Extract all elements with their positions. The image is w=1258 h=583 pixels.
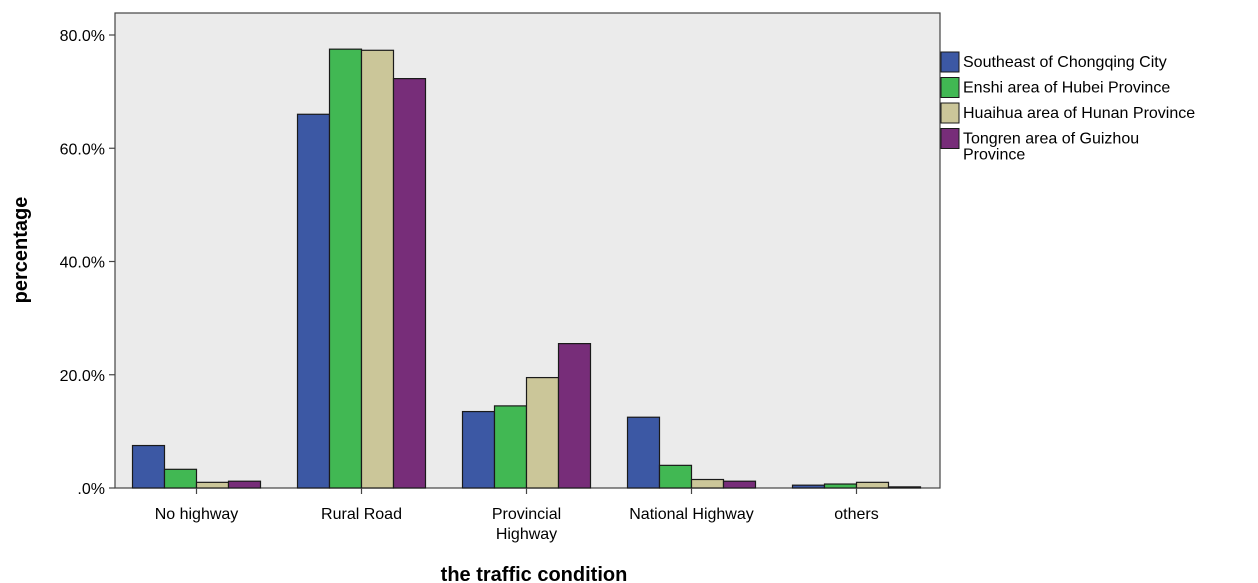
y-tick-label: 60.0% <box>60 141 105 158</box>
legend-label: Tongren area of Guizhou <box>963 131 1139 148</box>
x-tick-label: National Highway <box>629 506 754 523</box>
bar <box>163 468 198 489</box>
legend-label: Huaihua area of Hunan Province <box>963 105 1195 122</box>
x-tick-label: others <box>834 506 878 523</box>
y-tick-label: 20.0% <box>60 368 105 385</box>
y-tick-label: 40.0% <box>60 255 105 272</box>
y-tick-label: 80.0% <box>60 28 105 45</box>
legend: Southeast of Chongqing City Enshi area of… <box>940 51 1195 164</box>
y-axis: .0% 20.0% 40.0% 60.0% 80.0% <box>60 28 115 498</box>
bar <box>493 405 528 489</box>
bar <box>791 484 826 489</box>
bar <box>328 48 363 489</box>
legend-swatch <box>940 128 960 149</box>
x-axis-title: the traffic condition <box>441 564 628 583</box>
bar <box>195 481 230 489</box>
x-axis: No highway Rural Road Provincial Highway Nat… <box>155 488 879 543</box>
bar <box>360 49 395 489</box>
bar <box>131 444 166 489</box>
bar <box>722 480 757 489</box>
legend-label: Province <box>963 147 1025 164</box>
bar <box>887 486 922 489</box>
x-tick-label: Rural Road <box>321 506 402 523</box>
bar <box>855 481 890 489</box>
bar <box>392 78 427 489</box>
bars-group <box>131 48 922 489</box>
bar <box>227 480 262 489</box>
x-tick-label: Highway <box>496 526 557 543</box>
x-tick-label: Provincial <box>492 506 561 523</box>
legend-swatch <box>940 77 960 98</box>
bar <box>557 343 592 489</box>
legend-label: Enshi area of Hubei Province <box>963 80 1170 97</box>
legend-swatch <box>940 102 960 124</box>
bar <box>296 113 331 489</box>
y-tick-label: .0% <box>77 481 105 498</box>
bar <box>658 464 693 489</box>
legend-label: Southeast of Chongqing City <box>963 54 1167 71</box>
bar <box>823 483 858 489</box>
bar <box>690 478 725 489</box>
y-axis-title: percentage <box>10 197 32 304</box>
legend-swatch <box>940 51 960 73</box>
bar <box>525 376 560 489</box>
x-tick-label: No highway <box>155 506 239 523</box>
bar <box>461 410 496 489</box>
bar <box>626 416 661 489</box>
